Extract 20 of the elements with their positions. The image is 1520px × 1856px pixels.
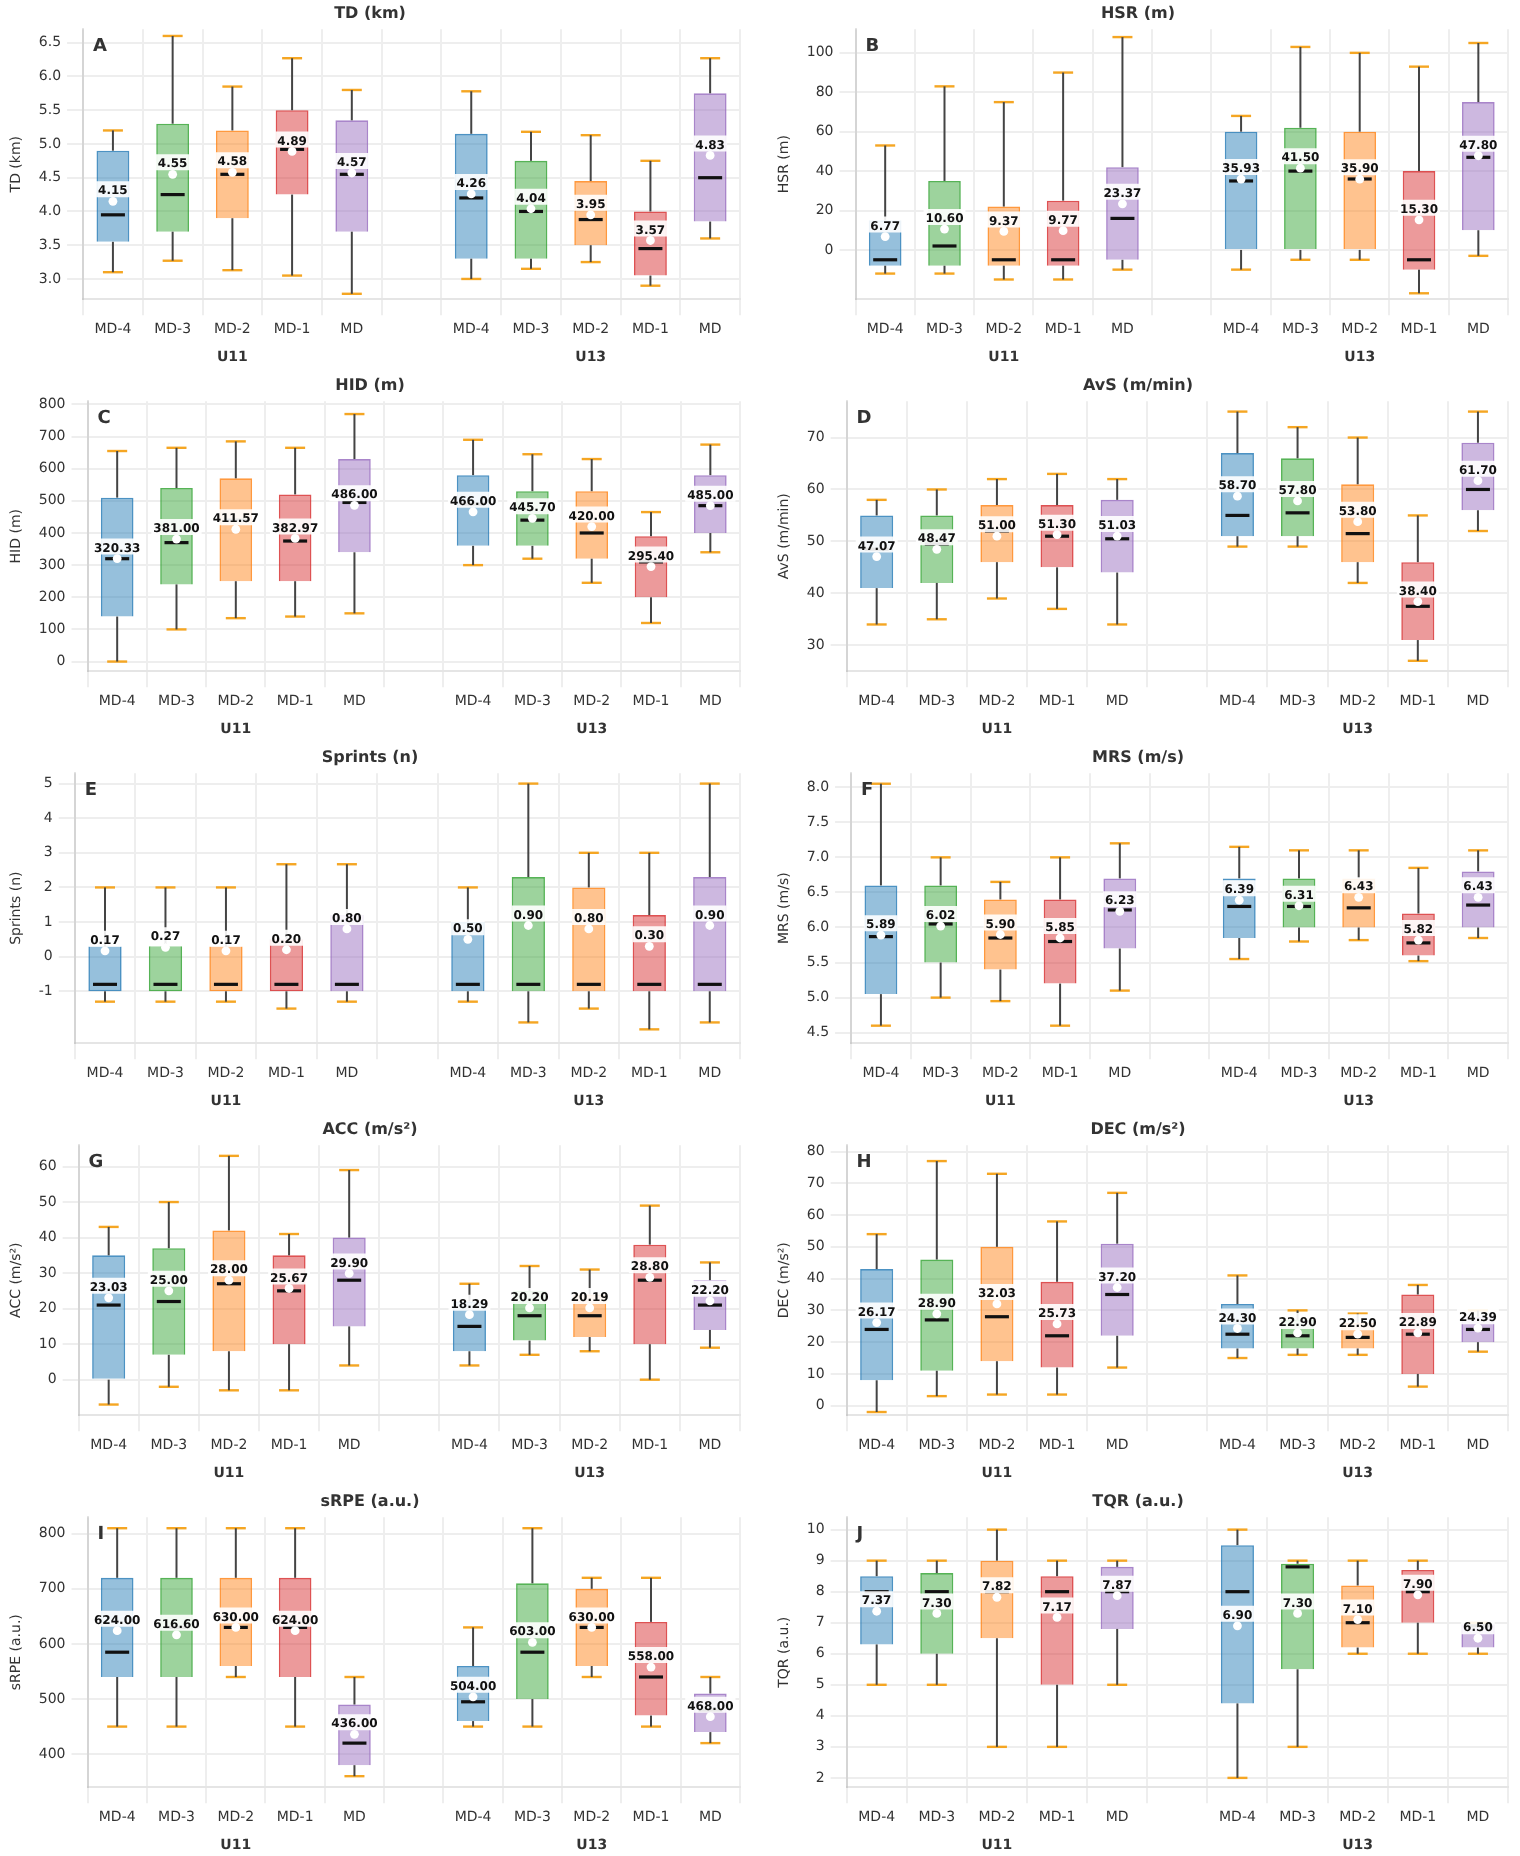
chart-title: sRPE (a.u.) bbox=[320, 1491, 420, 1510]
annotation: A bbox=[93, 36, 108, 57]
annotation: F bbox=[861, 780, 874, 801]
chart-title: HID (m) bbox=[335, 375, 405, 394]
chart-title: TD (km) bbox=[334, 3, 406, 22]
annotation: J bbox=[854, 1524, 864, 1545]
chart-title: DEC (m/s²) bbox=[1090, 1119, 1186, 1138]
chart-title: Sprints (n) bbox=[321, 747, 419, 766]
annotation: D bbox=[856, 408, 872, 429]
annotation: C bbox=[97, 408, 112, 429]
annotation: G bbox=[88, 1152, 104, 1173]
chart-title: TQR (a.u.) bbox=[1092, 1491, 1184, 1510]
chart-title: ACC (m/s²) bbox=[322, 1119, 418, 1138]
chart-title: HSR (m) bbox=[1100, 3, 1176, 22]
annotation: B bbox=[865, 36, 880, 57]
chart-title: MRS (m/s) bbox=[1092, 747, 1184, 766]
annotation: I bbox=[97, 1524, 105, 1545]
chart-title: AvS (m/min) bbox=[1082, 375, 1194, 394]
annotation: E bbox=[84, 780, 98, 801]
annotation: H bbox=[856, 1152, 872, 1173]
